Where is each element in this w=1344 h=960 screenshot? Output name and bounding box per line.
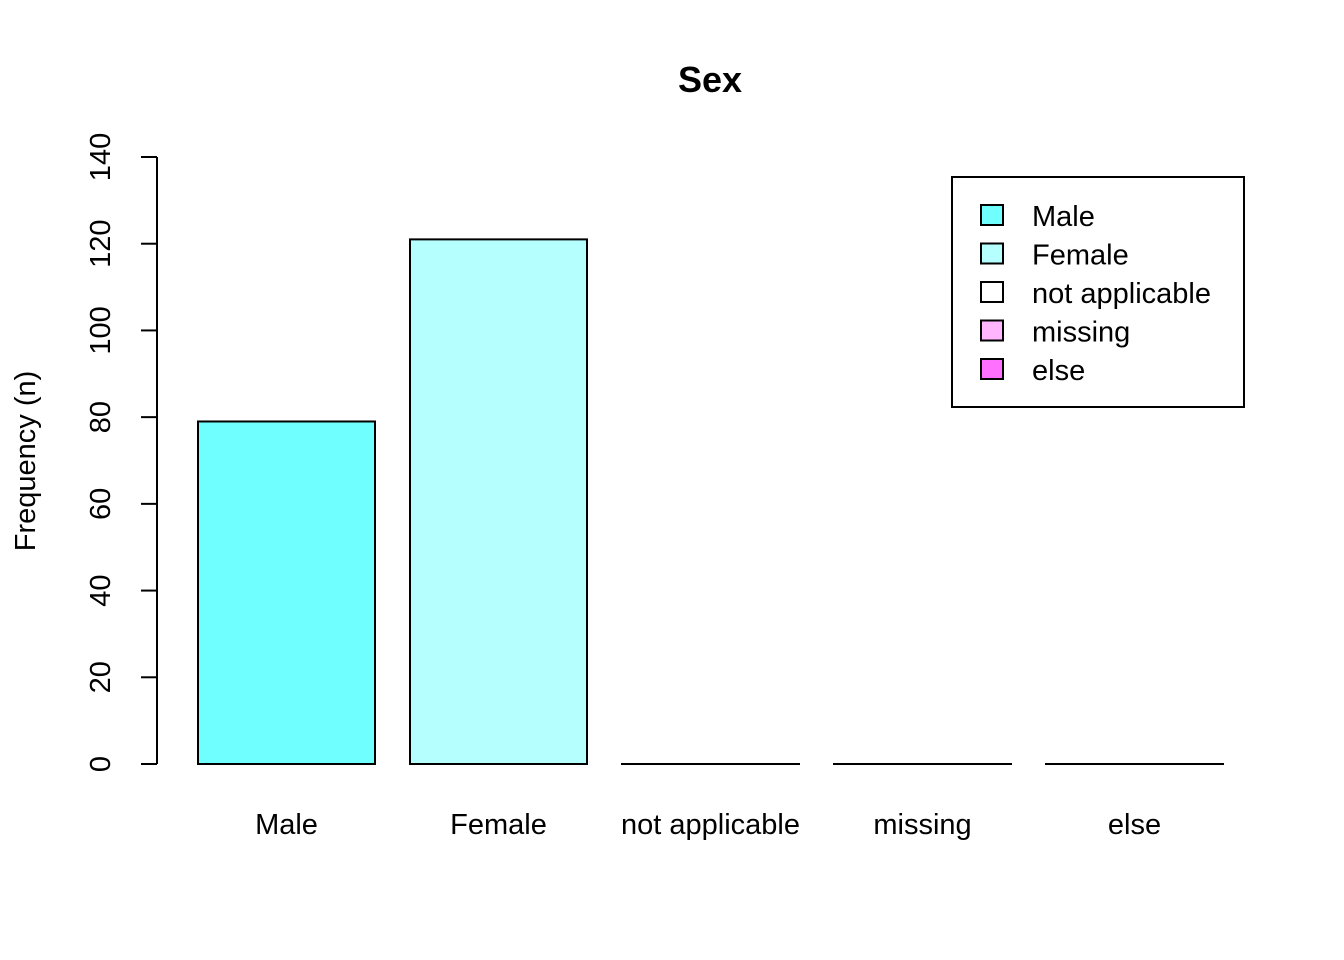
chart-title: Sex <box>678 59 742 100</box>
legend-label: Female <box>1032 240 1129 272</box>
y-tick-label: 40 <box>85 574 117 606</box>
legend-swatch <box>980 242 1004 265</box>
y-tick-label: 0 <box>85 756 117 772</box>
x-category-label: Female <box>450 809 547 841</box>
legend-label: not applicable <box>1032 278 1211 310</box>
x-category-label: else <box>1108 809 1161 841</box>
y-tick-label: 120 <box>85 220 117 268</box>
y-tick-label: 100 <box>85 306 117 354</box>
y-axis: 0 20 40 60 80 100 120 140 <box>85 133 158 772</box>
bars <box>197 238 1224 766</box>
x-category-label: missing <box>873 809 971 841</box>
y-tick-label: 80 <box>85 401 117 433</box>
legend-label: Male <box>1032 201 1095 233</box>
y-axis-label: Frequency (n) <box>10 371 42 552</box>
legend: Male Female not applicable missing else <box>951 176 1245 408</box>
x-category-label: not applicable <box>621 809 800 841</box>
legend-label: else <box>1032 355 1085 387</box>
legend-swatch <box>980 204 1004 226</box>
legend-swatch <box>980 358 1004 380</box>
y-tick-label: 140 <box>85 133 117 181</box>
bar-male <box>197 420 376 765</box>
bar-female <box>409 238 588 765</box>
y-tick-label: 60 <box>85 488 117 520</box>
legend-label: missing <box>1032 317 1130 349</box>
x-category-label: Male <box>255 809 318 841</box>
category-labels: Male Female not applicable missing else <box>255 809 1161 841</box>
legend-swatch <box>980 281 1004 303</box>
y-tick-label: 20 <box>85 661 117 693</box>
legend-swatch <box>980 319 1004 342</box>
